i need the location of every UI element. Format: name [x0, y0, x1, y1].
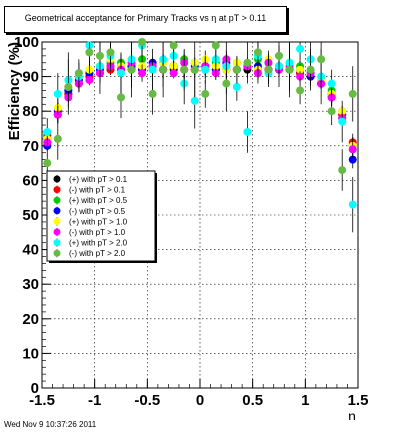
data-point	[117, 69, 125, 78]
data-point	[85, 76, 94, 85]
data-point	[74, 69, 83, 78]
series-8	[43, 38, 357, 191]
y-tick-label: 10	[22, 345, 39, 362]
data-point	[180, 65, 189, 74]
data-series	[43, 38, 357, 233]
y-tick-label: 0	[31, 380, 39, 397]
x-axis-label: η	[348, 408, 356, 420]
y-tick-label: 90	[22, 69, 39, 86]
data-point	[127, 65, 136, 74]
legend-label: (+) with pT > 1.0	[69, 217, 128, 226]
axes: -1.5 -1 -0.5 0 0.5 1 1.5 0 10 20 30 40 50 60 70 80 90 100…	[6, 34, 368, 420]
data-point	[327, 79, 336, 88]
legend-label: (-) with pT > 0.5	[69, 207, 126, 216]
data-point	[211, 41, 220, 50]
legend-marker	[53, 239, 61, 247]
y-tick-label: 70	[22, 138, 39, 155]
data-point	[285, 65, 294, 74]
data-point	[232, 65, 241, 74]
data-point	[327, 107, 336, 116]
data-point	[232, 82, 241, 91]
legend-marker	[53, 207, 61, 215]
chart-area: -1.5 -1 -0.5 0 0.5 1 1.5 0 10 20 30 40 50 60 70 80 90 100…	[6, 34, 368, 420]
legend-label: (+) with pT > 0.5	[69, 196, 128, 205]
chart-title-box: Geometrical acceptance for Primary Track…	[4, 6, 287, 33]
y-tick-label: 40	[22, 242, 39, 259]
chart-title: Geometrical acceptance for Primary Track…	[24, 13, 267, 23]
timestamp: Wed Nov 9 10:37:26 2011	[4, 420, 97, 429]
legend: (+) with pT > 0.1(-) with pT > 0.1(+) wi…	[46, 170, 157, 263]
data-point	[43, 127, 52, 136]
data-point	[264, 65, 273, 74]
data-point	[117, 93, 125, 102]
y-tick-label: 50	[22, 207, 39, 224]
data-point	[317, 55, 326, 64]
data-point	[201, 65, 210, 74]
data-point	[338, 166, 347, 175]
y-tick-label: 30	[22, 276, 39, 293]
y-tick-label: 100	[14, 34, 39, 51]
data-point	[348, 145, 357, 154]
data-point	[190, 65, 199, 74]
y-axis-label: Efficiency (%)	[6, 42, 23, 140]
x-tick-label: 1.5	[348, 392, 369, 409]
legend-label: (-) with pT > 1.0	[69, 228, 126, 237]
data-point	[338, 117, 347, 126]
data-point	[243, 127, 252, 136]
data-point	[275, 51, 283, 60]
legend-marker	[53, 217, 61, 225]
data-point	[159, 65, 168, 74]
x-tick-label: 0	[196, 392, 204, 409]
legend-marker	[53, 228, 61, 236]
legend-label: (-) with pT > 2.0	[69, 249, 126, 258]
data-point	[148, 65, 157, 74]
legend-label: (+) with pT > 2.0	[69, 239, 128, 248]
data-point	[253, 48, 262, 57]
data-point	[64, 82, 73, 91]
data-point	[190, 96, 199, 105]
legend-marker	[53, 186, 61, 194]
legend-marker	[53, 196, 61, 204]
data-point	[222, 79, 231, 88]
data-point	[43, 159, 52, 168]
data-point	[169, 41, 178, 50]
data-point	[106, 48, 115, 57]
data-point	[138, 69, 147, 78]
y-tick-label: 80	[22, 103, 39, 120]
y-tick-label: 60	[22, 172, 39, 189]
data-point	[85, 48, 94, 57]
legend-marker	[53, 249, 61, 257]
x-tick-label: 1	[301, 392, 309, 409]
data-point	[296, 86, 305, 95]
x-tick-label: 0.5	[242, 392, 263, 409]
data-point	[306, 65, 315, 74]
data-point	[296, 44, 305, 53]
data-point	[348, 155, 357, 164]
data-point	[138, 38, 147, 46]
y-tick-label: 20	[22, 311, 39, 328]
data-point	[169, 69, 178, 78]
legend-box	[46, 170, 156, 262]
data-point	[148, 89, 157, 98]
x-tick-label: -0.5	[134, 392, 160, 409]
data-point	[53, 134, 62, 143]
data-point	[201, 89, 210, 98]
data-point	[243, 58, 252, 67]
data-point	[348, 89, 357, 98]
legend-label: (-) with pT > 0.1	[69, 186, 126, 195]
x-tick-label: -1.5	[29, 392, 55, 409]
x-tick-label: -1	[88, 392, 101, 409]
legend-marker	[53, 175, 61, 183]
data-point	[348, 200, 357, 209]
data-point	[53, 89, 62, 98]
data-point	[296, 65, 305, 74]
data-point	[95, 51, 104, 60]
legend-label: (+) with pT > 0.1	[69, 175, 128, 184]
